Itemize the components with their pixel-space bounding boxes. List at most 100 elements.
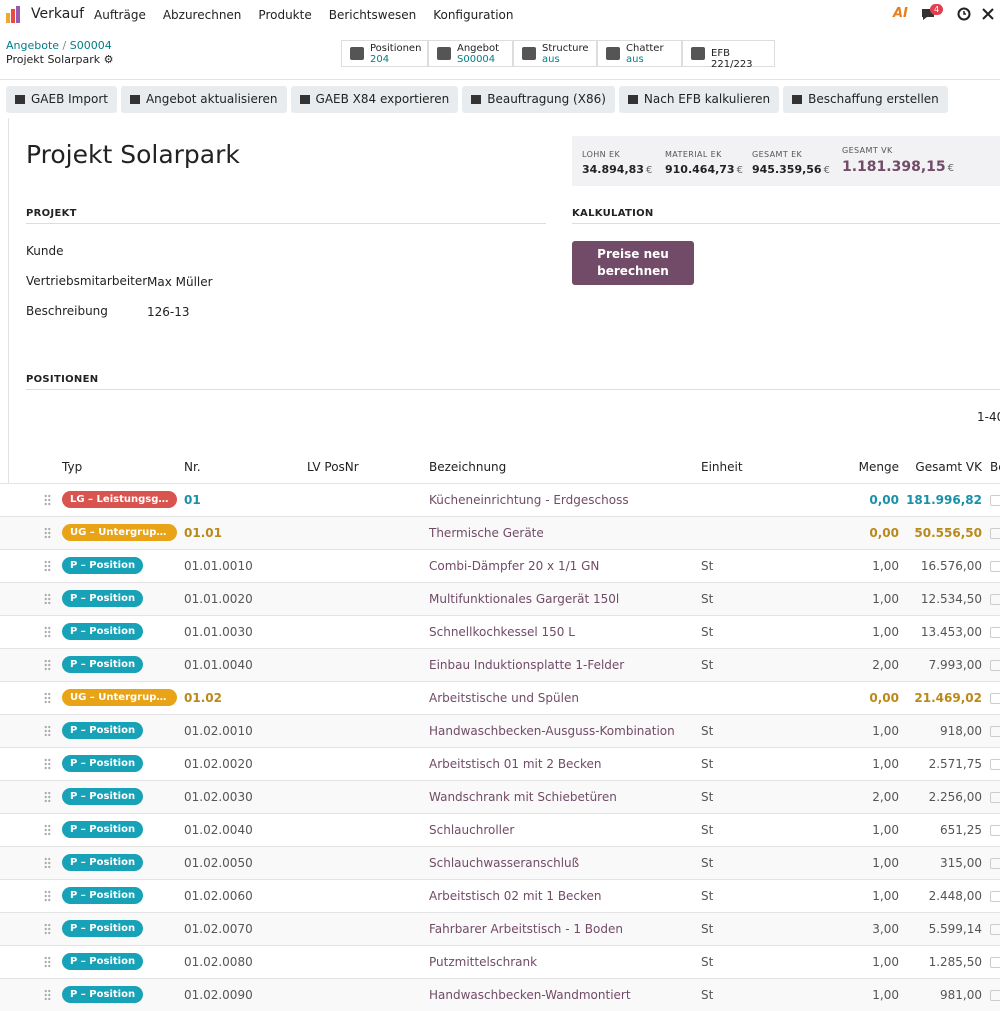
- app-logo: [6, 6, 20, 23]
- recalculate-button[interactable]: Preise neu berechnen: [572, 241, 694, 285]
- checkbox[interactable]: [990, 495, 1000, 506]
- smart-label: Chatter: [626, 43, 664, 54]
- checkbox[interactable]: [990, 627, 1000, 638]
- quantity: 1,00: [872, 559, 899, 573]
- smart-button[interactable]: Chatter aus: [597, 40, 682, 67]
- drag-handle[interactable]: [44, 527, 51, 539]
- checkbox[interactable]: [990, 693, 1000, 704]
- breadcrumb-item[interactable]: Angebote: [6, 39, 60, 52]
- quantity: 3,00: [872, 922, 899, 936]
- type-badge: UG – Untergruppe: [62, 689, 177, 706]
- checkbox[interactable]: [990, 792, 1000, 803]
- drag-handle[interactable]: [44, 659, 51, 671]
- total-price: 2.448,00: [928, 889, 982, 903]
- action-label: GAEB Import: [31, 92, 108, 106]
- smart-value: aus: [626, 54, 644, 65]
- action-button[interactable]: GAEB X84 exportieren: [290, 86, 459, 113]
- checkbox[interactable]: [990, 858, 1000, 869]
- action-button[interactable]: Beauftragung (X86): [462, 86, 615, 113]
- amount: 910.464,73: [665, 163, 735, 176]
- smart-label: Structure: [542, 43, 589, 54]
- menu-item[interactable]: Abzurechnen: [162, 8, 242, 22]
- drag-handle[interactable]: [44, 890, 51, 902]
- menu-item[interactable]: Berichtswesen: [328, 8, 417, 22]
- drag-handle[interactable]: [44, 725, 51, 737]
- checkbox[interactable]: [990, 594, 1000, 605]
- pager[interactable]: 1-40: [977, 410, 1000, 424]
- smart-button[interactable]: Structure aus: [513, 40, 597, 67]
- currency: €: [823, 165, 830, 176]
- drag-handle[interactable]: [44, 956, 51, 968]
- table-row[interactable]: P – Position 01.01.0040 Einbau Induktionsp…: [0, 648, 1000, 681]
- unit: St: [701, 889, 714, 903]
- smart-button[interactable]: Positionen 204: [341, 40, 428, 67]
- table-row[interactable]: P – Position 01.02.0010 Handwaschbecken-Au…: [0, 714, 1000, 747]
- table-row[interactable]: P – Position 01.02.0090 Handwaschbecken-Wa…: [0, 978, 1000, 1011]
- unit: St: [701, 757, 714, 771]
- column-header: Bezeichnung: [429, 460, 507, 474]
- table-row[interactable]: UG – Untergruppe 01.01 Thermische Geräte 0,…: [0, 516, 1000, 549]
- checkbox[interactable]: [990, 891, 1000, 902]
- table-row[interactable]: P – Position 01.02.0040 Schlauchroller St 1,…: [0, 813, 1000, 846]
- type-badge: LG – Leistungsgruppe: [62, 491, 177, 508]
- checkbox[interactable]: [990, 759, 1000, 770]
- smart-button[interactable]: Angebot S00004: [428, 40, 513, 67]
- action-button[interactable]: Beschaffung erstellen: [783, 86, 948, 113]
- gear-icon[interactable]: ⚙: [103, 53, 114, 66]
- drag-handle[interactable]: [44, 593, 51, 605]
- action-button[interactable]: Nach EFB kalkulieren: [618, 86, 780, 113]
- table-row[interactable]: LG – Leistungsgruppe 01 Kücheneinrichtung …: [0, 483, 1000, 516]
- drag-handle[interactable]: [44, 494, 51, 506]
- checkbox[interactable]: [990, 726, 1000, 737]
- checkbox[interactable]: [990, 528, 1000, 539]
- app-name[interactable]: Verkauf: [31, 6, 85, 22]
- drag-handle[interactable]: [44, 758, 51, 770]
- drag-handle[interactable]: [44, 857, 51, 869]
- unit: St: [701, 790, 714, 804]
- drag-handle[interactable]: [44, 824, 51, 836]
- checkbox[interactable]: [990, 660, 1000, 671]
- description: Handwaschbecken-Wandmontiert: [429, 988, 631, 1002]
- table-row[interactable]: P – Position 01.01.0030 Schnellkochkessel …: [0, 615, 1000, 648]
- drag-handle[interactable]: [44, 626, 51, 638]
- checkbox[interactable]: [990, 957, 1000, 968]
- type-badge: UG – Untergruppe: [62, 524, 177, 541]
- table-row[interactable]: P – Position 01.02.0070 Fahrbarer Arbeitst…: [0, 912, 1000, 945]
- drag-handle[interactable]: [44, 791, 51, 803]
- description: Fahrbarer Arbeitstisch - 1 Boden: [429, 922, 623, 936]
- checkbox[interactable]: [990, 924, 1000, 935]
- drag-handle[interactable]: [44, 692, 51, 704]
- drag-handle[interactable]: [44, 560, 51, 572]
- drag-handle[interactable]: [44, 989, 51, 1001]
- table-row[interactable]: P – Position 01.02.0050 Schlauchwasseransc…: [0, 846, 1000, 879]
- ai-icon[interactable]: AI: [893, 6, 908, 21]
- field-value: Max Müller: [147, 275, 213, 289]
- smart-button[interactable]: EFB 221/223: [682, 40, 775, 70]
- clock-icon[interactable]: [957, 7, 971, 21]
- table-row[interactable]: P – Position 01.02.0080 Putzmittelschrank S…: [0, 945, 1000, 978]
- table-row[interactable]: P – Position 01.02.0060 Arbeitstisch 02 mi…: [0, 879, 1000, 912]
- action-button[interactable]: Angebot aktualisieren: [120, 86, 287, 113]
- type-badge: P – Position: [62, 821, 144, 838]
- action-button[interactable]: GAEB Import: [6, 86, 117, 113]
- action-label: GAEB X84 exportieren: [315, 92, 450, 106]
- checkbox[interactable]: [990, 825, 1000, 836]
- menu-item[interactable]: Produkte: [258, 8, 312, 22]
- breadcrumb-item[interactable]: S00004: [69, 39, 112, 52]
- table-row[interactable]: P – Position 01.01.0010 Combi-Dämpfer 20 x…: [0, 549, 1000, 582]
- table-row[interactable]: P – Position 01.02.0030 Wandschrank mit Sc…: [0, 780, 1000, 813]
- amount: 1.181.398,15: [842, 159, 946, 175]
- menu-item[interactable]: Konfiguration: [433, 8, 514, 22]
- description: Putzmittelschrank: [429, 955, 538, 969]
- table-row[interactable]: P – Position 01.02.0020 Arbeitstisch 01 mi…: [0, 747, 1000, 780]
- notification-badge: 4: [930, 4, 944, 15]
- table-row[interactable]: P – Position 01.01.0020 Multifunktionales …: [0, 582, 1000, 615]
- table-row[interactable]: UG – Untergruppe 01.02 Arbeitstische und S…: [0, 681, 1000, 714]
- menu-item[interactable]: Aufträge: [94, 8, 146, 22]
- checkbox[interactable]: [990, 561, 1000, 572]
- tools-icon[interactable]: [981, 7, 995, 21]
- action-label: Beauftragung (X86): [487, 92, 606, 106]
- drag-handle[interactable]: [44, 923, 51, 935]
- checkbox[interactable]: [990, 990, 1000, 1001]
